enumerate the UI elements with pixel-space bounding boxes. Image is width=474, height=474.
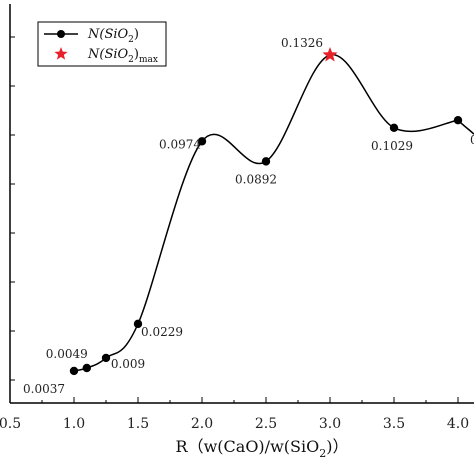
x-axis-title: R（w(CaO)/w(SiO2)）	[176, 437, 349, 460]
legend-box	[37, 21, 167, 67]
x-tick-label: 3.5	[383, 416, 405, 432]
x-tick-label: 4.0	[447, 416, 469, 432]
data-point	[82, 363, 92, 373]
data-label: 0.1029	[371, 139, 413, 153]
data-labels: 0.0037 0.0049 0.009 0.0229 0.0974 0.0892 0.132…	[23, 36, 474, 396]
data-point	[133, 319, 143, 329]
legend-star-marker	[54, 47, 68, 60]
y-ticks	[10, 36, 15, 381]
data-label: 0.0974	[159, 137, 201, 151]
legend: N(SiO2) N(SiO2)max	[37, 21, 167, 67]
legend-entry-1: N(SiO2)	[87, 27, 139, 45]
data-label: 0.0229	[141, 325, 183, 339]
data-point	[453, 115, 463, 125]
data-point	[69, 366, 79, 376]
data-label: 0	[470, 133, 474, 147]
data-point	[197, 137, 207, 146]
x-tick-label: 3.0	[319, 416, 341, 432]
x-tick-label: 2.0	[191, 416, 213, 432]
x-tick-label: 2.5	[255, 416, 277, 432]
data-point	[389, 123, 399, 132]
max-star-point	[322, 47, 338, 62]
data-label: 0.0892	[235, 172, 277, 186]
data-label: 0.1326	[281, 36, 323, 50]
data-label: 0.0049	[46, 347, 88, 361]
data-point	[101, 353, 111, 363]
x-tick-label: 0.5	[0, 416, 21, 432]
data-label: 0.0037	[23, 382, 65, 396]
legend-circle-marker	[57, 30, 65, 38]
data-point	[261, 157, 271, 166]
legend-entry-2: N(SiO2)max	[87, 47, 158, 65]
x-tick-label: 1.0	[63, 416, 85, 432]
x-tick-label: 1.5	[127, 416, 149, 432]
data-label: 0.009	[111, 357, 145, 371]
x-ticks: 0.5 1.0 1.5 2.0 2.5 3.0 3.5 4.0	[0, 397, 469, 432]
data-points	[69, 47, 463, 376]
